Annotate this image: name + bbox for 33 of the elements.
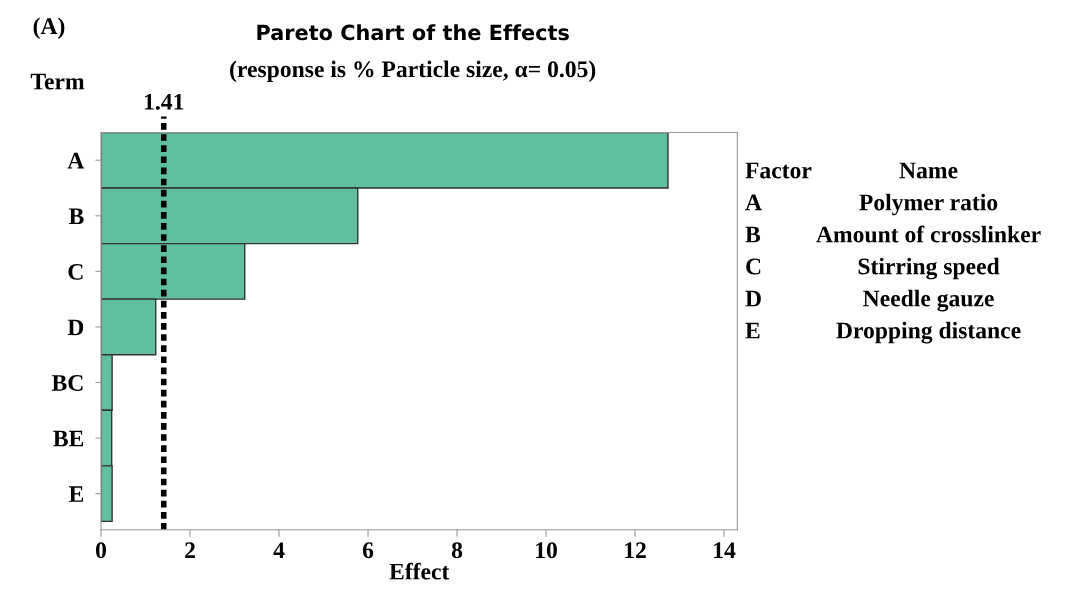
- text: Factor: [745, 162, 812, 179]
- text: D: [745, 290, 761, 307]
- chart-title: Pareto Chart of the Effects: [257, 24, 569, 41]
- y-tick-label: D: [67, 319, 84, 336]
- y-axis-title: Term: [30, 73, 85, 90]
- y-tick-label: E: [68, 486, 84, 502]
- y-tick-label: B: [68, 208, 84, 225]
- text: Polymer ratio: [859, 193, 998, 216]
- text: Amount of crosslinker: [816, 225, 1041, 243]
- text: C: [746, 258, 761, 275]
- x-tick-label: 2: [185, 542, 195, 558]
- x-tick-label: 0: [96, 542, 106, 559]
- x-tick-label: 8: [451, 542, 463, 559]
- ref-line-label: 1.41: [144, 93, 184, 110]
- x-tick-label: 10: [536, 542, 557, 559]
- text: B: [745, 226, 761, 243]
- x-axis-title: Effect: [389, 562, 450, 580]
- text: E: [745, 322, 760, 339]
- text: A: [745, 194, 762, 211]
- chart-subtitle: (response is % Particle size, α= 0.05): [230, 60, 596, 83]
- text: Name: [899, 162, 958, 179]
- text: Needle gauze: [863, 289, 994, 312]
- text: (A): [33, 17, 65, 39]
- y-tick-label: C: [68, 263, 83, 280]
- y-tick-label: A: [67, 152, 85, 169]
- x-tick-label: 4: [273, 542, 285, 558]
- x-tick-label: 14: [714, 542, 736, 558]
- x-tick-label: 12: [625, 542, 646, 558]
- text: Dropping distance: [836, 321, 1021, 344]
- y-tick-label: BC: [51, 375, 83, 391]
- x-tick-label: 6: [362, 542, 374, 559]
- y-tick-label: BE: [53, 430, 84, 447]
- text: Stirring speed: [858, 257, 1000, 280]
